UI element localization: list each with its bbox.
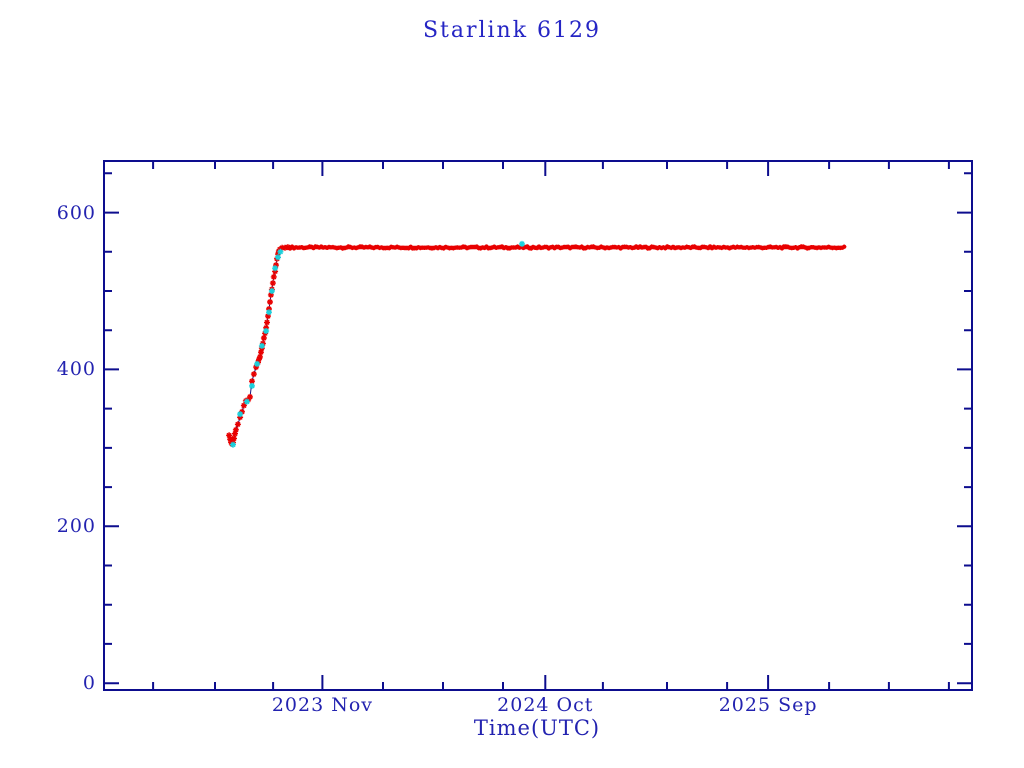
plot-area bbox=[103, 160, 973, 691]
chart-title: Starlink 6129 bbox=[422, 18, 602, 43]
axis-ticks bbox=[105, 162, 971, 689]
x-tick-label: 2024 Oct bbox=[497, 694, 594, 716]
y-tick-label: 200 bbox=[56, 515, 96, 538]
x-tick-label: 2023 Nov bbox=[271, 694, 374, 716]
x-tick-label: 2025 Sep bbox=[718, 694, 818, 716]
red-markers bbox=[226, 244, 847, 447]
x-axis-title: Time(UTC) bbox=[473, 716, 601, 740]
plot-canvas bbox=[103, 160, 973, 691]
y-tick-label: 400 bbox=[56, 358, 96, 381]
y-tick-label: 600 bbox=[56, 201, 96, 224]
plot-frame bbox=[103, 160, 973, 691]
y-tick-label: 0 bbox=[82, 672, 96, 695]
cyan-markers bbox=[230, 240, 525, 448]
